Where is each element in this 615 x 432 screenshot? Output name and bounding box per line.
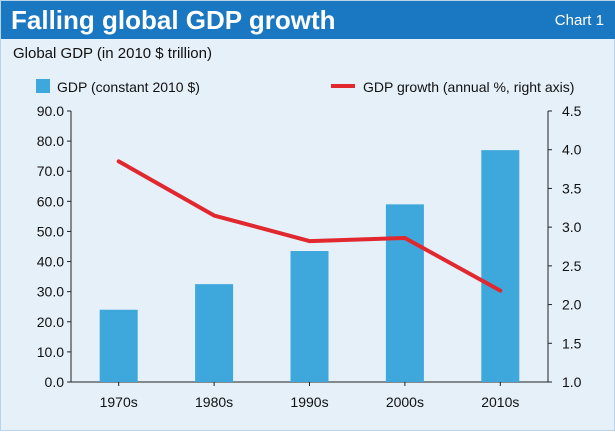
gdp-bar <box>386 204 424 382</box>
x-tick-label: 1980s <box>195 394 233 410</box>
x-tick-label: 1970s <box>100 394 138 410</box>
gdp-bar <box>291 251 329 382</box>
gdp-bar <box>481 150 519 382</box>
legend-bar-label: GDP (constant 2010 $) <box>57 79 200 95</box>
x-tick-label: 1990s <box>290 394 328 410</box>
y-left-tick-label: 30.0 <box>37 284 64 300</box>
legend-bar-swatch <box>36 79 50 93</box>
gdp-bar <box>100 310 138 382</box>
y-right-tick-label: 2.5 <box>562 258 582 274</box>
y-left-tick-label: 80.0 <box>37 133 64 149</box>
gdp-bar <box>195 284 233 382</box>
legend: GDP (constant 2010 $) GDP growth (annual… <box>36 79 574 95</box>
y-left-tick-label: 90.0 <box>37 103 64 119</box>
y-left-tick-label: 40.0 <box>37 254 64 270</box>
y-right-tick-label: 3.0 <box>562 219 582 235</box>
y-right-tick-label: 3.5 <box>562 180 582 196</box>
x-tick-label: 2000s <box>386 394 424 410</box>
y-right-tick-label: 4.0 <box>562 142 582 158</box>
y-right-tick-label: 2.0 <box>562 297 582 313</box>
y-left-tick-label: 60.0 <box>37 193 64 209</box>
y-right-tick-label: 4.5 <box>562 103 582 119</box>
y-right-tick-label: 1.0 <box>562 374 582 390</box>
y-left-tick-label: 10.0 <box>37 344 64 360</box>
y-left-tick-label: 50.0 <box>37 223 64 239</box>
y-left-tick-label: 20.0 <box>37 314 64 330</box>
x-tick-label: 2010s <box>481 394 519 410</box>
y-left-tick-label: 0.0 <box>45 374 65 390</box>
legend-line-label: GDP growth (annual %, right axis) <box>363 79 574 95</box>
y-left-tick-label: 70.0 <box>37 163 64 179</box>
y-right-tick-label: 1.5 <box>562 335 582 351</box>
